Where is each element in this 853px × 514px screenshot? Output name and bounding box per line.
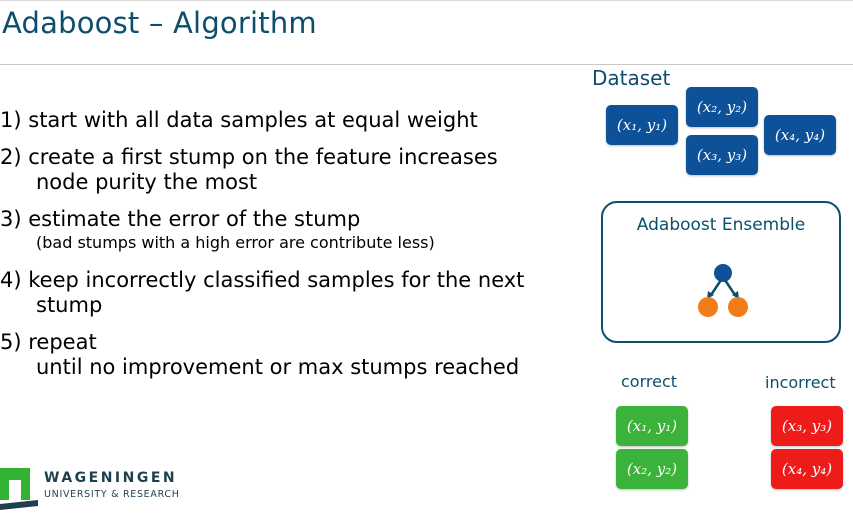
dataset-sample-1: (x₁, y₁) bbox=[606, 105, 678, 145]
decision-stump-icon bbox=[698, 264, 748, 317]
step-text-continued: stump bbox=[36, 293, 103, 317]
step-number: 3) bbox=[0, 207, 22, 231]
step-text: keep incorrectly classified samples for … bbox=[28, 268, 525, 292]
step-4: 4) keep incorrectly classified samples f… bbox=[0, 268, 524, 318]
step-number: 2) bbox=[0, 145, 22, 169]
step-text: estimate the error of the stump bbox=[28, 207, 361, 231]
step-number: 4) bbox=[0, 268, 22, 292]
correct-label: correct bbox=[621, 372, 678, 391]
dataset-label: Dataset bbox=[592, 66, 671, 90]
step-3: 3) estimate the error of the stump (bad … bbox=[0, 207, 435, 254]
logo-subtitle: UNIVERSITY & RESEARCH bbox=[44, 489, 180, 500]
incorrect-sample-2: (x₄, y₄) bbox=[771, 449, 843, 489]
incorrect-label: incorrect bbox=[765, 373, 836, 392]
step-1: 1) start with all data samples at equal … bbox=[0, 108, 478, 133]
step-text: start with all data samples at equal wei… bbox=[28, 108, 478, 132]
step-text: create a first stump on the feature incr… bbox=[28, 145, 498, 169]
slide-title: Adaboost – Algorithm bbox=[2, 6, 317, 40]
dataset-sample-4: (x₄, y₄) bbox=[764, 115, 836, 155]
adaboost-ensemble-box: Adaboost Ensemble bbox=[601, 201, 841, 343]
ensemble-label: Adaboost Ensemble bbox=[636, 215, 806, 235]
dataset-sample-2: (x₂, y₂) bbox=[686, 87, 758, 127]
step-note: (bad stumps with a high error are contri… bbox=[36, 233, 435, 252]
top-rule bbox=[0, 0, 853, 1]
step-number: 5) bbox=[0, 330, 22, 354]
incorrect-sample-1: (x₃, y₃) bbox=[771, 406, 843, 446]
step-text-continued: until no improvement or max stumps reach… bbox=[36, 355, 520, 379]
logo-name: WAGENINGEN bbox=[44, 470, 178, 486]
step-5: 5) repeat until no improvement or max st… bbox=[0, 330, 519, 380]
correct-sample-1: (x₁, y₁) bbox=[616, 406, 688, 446]
correct-sample-2: (x₂, y₂) bbox=[616, 449, 688, 489]
step-text-continued: node purity the most bbox=[36, 170, 258, 194]
step-number: 1) bbox=[0, 108, 22, 132]
dataset-sample-3: (x₃, y₃) bbox=[686, 135, 758, 175]
wageningen-logo-icon bbox=[0, 468, 38, 510]
step-text: repeat bbox=[28, 330, 97, 354]
title-divider bbox=[0, 64, 853, 65]
step-2: 2) create a first stump on the feature i… bbox=[0, 145, 498, 195]
